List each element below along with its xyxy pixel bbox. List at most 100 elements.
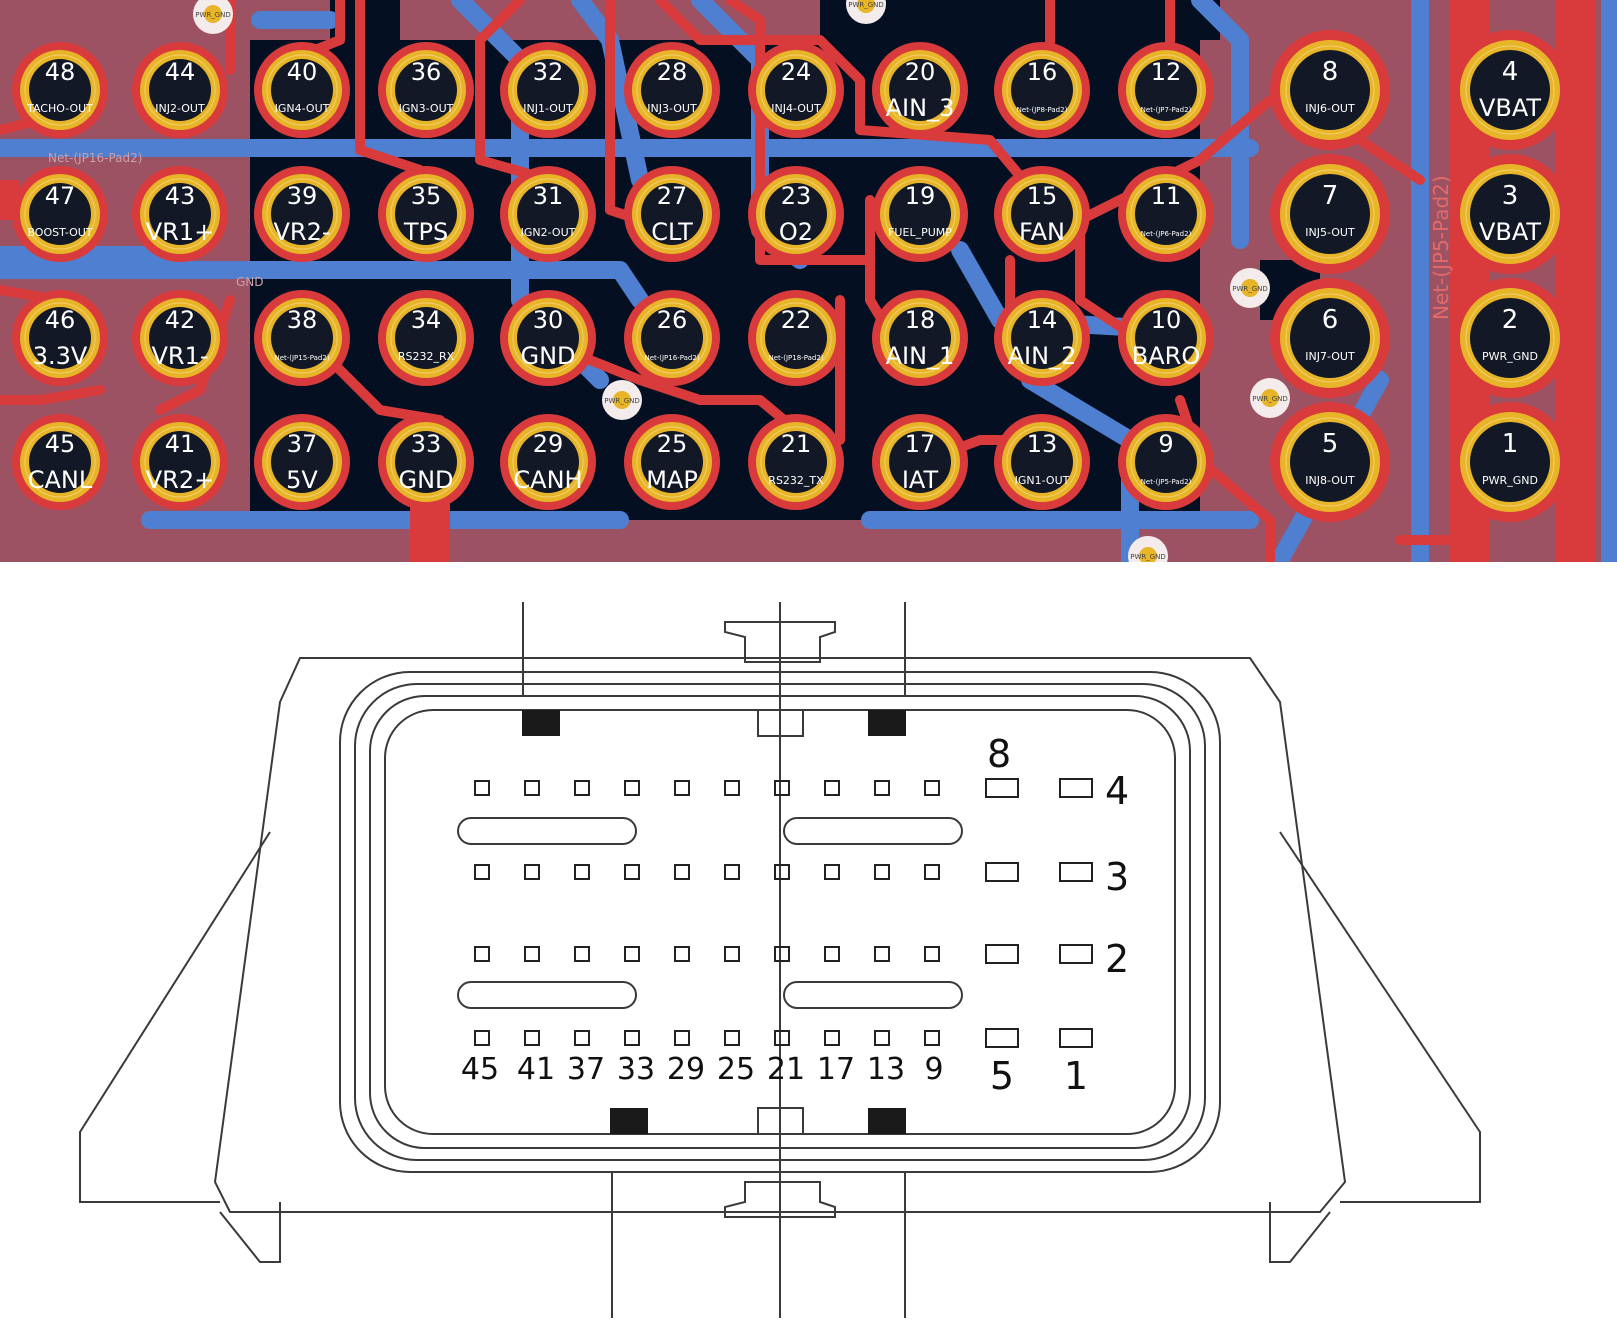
pad-number: 36 [411,58,442,86]
pad-outline [1465,45,1555,135]
shroud-inner [369,695,1191,1149]
pad-hole [271,431,333,493]
pad-outline [266,302,338,374]
pad-hole [641,431,703,493]
pad-hole [1135,59,1197,121]
key-top [757,709,804,737]
pad-hole [1290,50,1370,130]
pad-27: 27 CLT [624,166,720,262]
power-pin-hole [985,1028,1019,1048]
pad-hole [641,183,703,245]
pad-hole [1135,431,1197,493]
pad-number: 25 [657,430,688,458]
via-hole [1241,279,1259,297]
pad-number: 38 [287,306,318,334]
bottom-label-45: 45 [461,1052,499,1087]
pad-outline [636,178,708,250]
latch-top [724,621,836,663]
pad-number: 1 [1502,429,1519,459]
pin-hole [524,946,540,962]
row-label-3: 3 [1105,855,1129,899]
latch-bottom [724,1181,836,1218]
pad-45: 45 CANL [12,414,108,510]
pad-hole [517,183,579,245]
pad-label: 5V [286,466,318,494]
pad-number: 47 [45,182,76,210]
pad-1: 1 PWR_GND [1450,402,1570,522]
pad-number: 4 [1502,57,1519,87]
bottom-label-41: 41 [517,1052,555,1087]
pin-hole [624,1030,640,1046]
power-pin-hole [1059,778,1093,798]
pin-hole [574,864,590,880]
pad-outline [1130,54,1202,126]
pad-31: 31 IGN2-OUT [500,166,596,262]
pad-outline [24,302,96,374]
via-hole [613,391,631,409]
pad-number: 34 [411,306,442,334]
pad-hole [641,59,703,121]
pad-2: 2 PWR_GND [1450,278,1570,398]
pad-outline [1130,178,1202,250]
pad-13: 13 IGN1-OUT [994,414,1090,510]
pad-number: 40 [287,58,318,86]
pad-17: 17 IAT [872,414,968,510]
pad-hole [395,59,457,121]
pad-label: INJ6-OUT [1305,102,1355,115]
pad-number: 18 [905,306,936,334]
pad-label: INJ5-OUT [1305,226,1355,239]
pin-hole [774,780,790,796]
pad-outline [1006,178,1078,250]
pad-25: 25 MAP [624,414,720,510]
via: PWR_GND [1128,536,1168,562]
pad-number: 27 [657,182,688,210]
pad-34: 34 RS232_RX [378,290,474,386]
pad-number: 41 [165,430,196,458]
pad-hole [1470,50,1550,130]
pad-label: AIN_2 [1008,342,1077,370]
pad-9: 9 Net-(JP5-Pad2) [1118,414,1214,510]
bottom-label-25: 25 [717,1052,755,1087]
pad-outline [144,178,216,250]
pad-hole [1135,183,1197,245]
pad-label: VR2- [273,218,330,246]
pad-42: 42 VR1- [132,290,228,386]
pad-hole [889,183,951,245]
pin-hole [524,780,540,796]
pad-outline [884,426,956,498]
via: PWR_GND [602,380,642,420]
pad-outline [144,302,216,374]
marker-block-top-right [868,710,906,736]
pin-hole [924,1030,940,1046]
pin-hole [824,1030,840,1046]
pad-hole [889,307,951,369]
pad-hole [149,431,211,493]
shroud-outer [339,671,1221,1173]
bottom-label-9: 9 [924,1052,943,1087]
pad-number: 5 [1322,429,1339,459]
bottom-label-13: 13 [867,1052,905,1087]
connector-outline: 4 3 2 8 45 41 37 33 29 25 21 17 13 9 5 1 [79,602,1481,1318]
pad-hole [29,431,91,493]
pad-hole [765,59,827,121]
pad-label: CLT [651,218,693,246]
pad-number: 19 [905,182,936,210]
pin-hole [824,864,840,880]
slot-upper-right [783,817,963,845]
pad-hole [889,59,951,121]
pad-outline [390,426,462,498]
pad-label: PWR_GND [1482,350,1538,363]
pin-hole [874,864,890,880]
pin-hole [924,946,940,962]
via: PWR_GND [1250,378,1290,418]
pad-number: 15 [1027,182,1058,210]
pad-hole [1470,174,1550,254]
pin-hole [474,864,490,880]
pin-hole-group [474,778,1093,1048]
pad-22: 22 Net-(JP18-Pad2) [748,290,844,386]
net-label-jp16: Net-(JP16-Pad2) [48,151,142,165]
power-pin-hole [1059,944,1093,964]
pin-hole [674,780,690,796]
pad-label: FAN [1019,218,1065,246]
pad-outline [1006,302,1078,374]
